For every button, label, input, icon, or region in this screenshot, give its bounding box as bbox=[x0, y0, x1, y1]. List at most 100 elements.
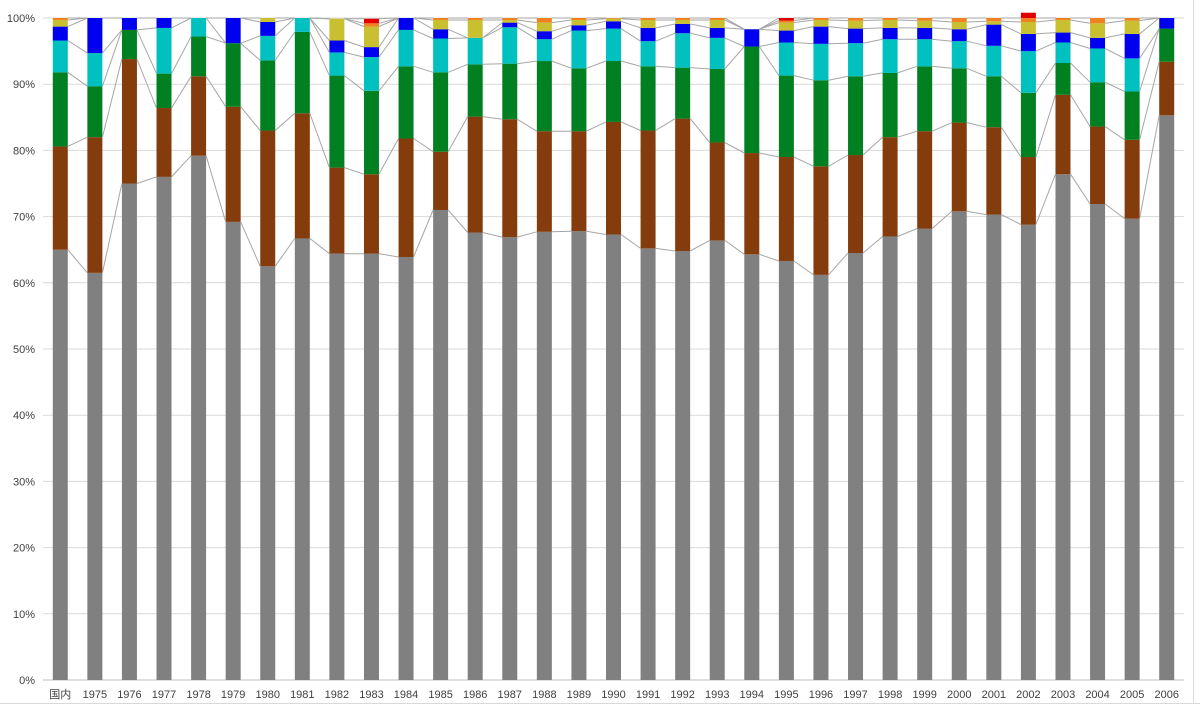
bar-segment-s4-1977 bbox=[157, 18, 172, 28]
bar-segment-s0-1985 bbox=[433, 210, 448, 680]
bar-segment-s0-1986 bbox=[468, 232, 483, 680]
bar-segment-s3- bbox=[53, 41, 68, 73]
bar-segment-s0-1998 bbox=[883, 236, 898, 680]
bar-stack-1982 bbox=[329, 19, 344, 680]
x-tick-label-1997: 1997 bbox=[843, 689, 867, 701]
y-tick-label: 30% bbox=[13, 476, 35, 488]
y-tick-label: 50% bbox=[13, 344, 35, 356]
bar-segment-s2-1996 bbox=[813, 80, 828, 166]
bar-segment-s6-1996 bbox=[813, 18, 828, 20]
bar-segment-s4-1982 bbox=[329, 41, 344, 53]
bar-segment-s6-1986 bbox=[468, 18, 483, 20]
bar-segment-s3-2001 bbox=[986, 46, 1001, 76]
bar-segment-s6-1999 bbox=[917, 18, 932, 21]
bar-segment-s6-1985 bbox=[433, 18, 448, 20]
bar-segment-s4-1984 bbox=[399, 18, 414, 30]
bar-stack-1975 bbox=[87, 18, 102, 680]
bar-segment-s5-1999 bbox=[917, 21, 932, 28]
bar-segment-s3-2000 bbox=[952, 41, 967, 68]
bar-stack-2003 bbox=[1055, 18, 1070, 680]
bar-stack-1995 bbox=[779, 18, 794, 680]
bar-segment-s1-1977 bbox=[157, 108, 172, 177]
bar-stack-1989 bbox=[571, 18, 586, 680]
bar-stack-2005 bbox=[1125, 18, 1140, 680]
x-tick-label-2006: 2006 bbox=[1154, 689, 1178, 701]
bar-segment-s2-1977 bbox=[157, 74, 172, 108]
bar-stack-1985 bbox=[433, 18, 448, 680]
bar-segment-s5-2002 bbox=[1021, 22, 1036, 34]
x-tick-label-1975: 1975 bbox=[83, 689, 107, 701]
bar-stack-1999 bbox=[917, 18, 932, 680]
bar-segment-s0-1990 bbox=[606, 234, 621, 680]
bar-segment-s0-2003 bbox=[1055, 174, 1070, 680]
bar-segment-s2-2002 bbox=[1021, 93, 1036, 157]
bar-segment-s5-2001 bbox=[986, 21, 1001, 24]
window-frame-right bbox=[1193, 0, 1200, 710]
x-tick-label-2002: 2002 bbox=[1016, 689, 1040, 701]
bar-segment-s4-1998 bbox=[883, 28, 898, 39]
bar-segment-s4-1996 bbox=[813, 27, 828, 44]
bar-segment-s4-1990 bbox=[606, 21, 621, 28]
bar-segment-s1-1975 bbox=[87, 137, 102, 273]
bar-segment-s2-1980 bbox=[260, 60, 275, 130]
bar-segment-s3-1993 bbox=[710, 38, 725, 69]
bar-segment-s3-1997 bbox=[848, 43, 863, 76]
bar-segment-s3-2004 bbox=[1090, 48, 1105, 82]
bar-segment-s2-1989 bbox=[571, 68, 586, 131]
bar-stack-2001 bbox=[986, 18, 1001, 680]
y-tick-label: 90% bbox=[13, 79, 35, 91]
bar-segment-s1-1984 bbox=[399, 138, 414, 256]
bar-segment-s5-1980 bbox=[260, 18, 275, 22]
bar-stack-1997 bbox=[848, 18, 863, 680]
bar-segment-s0-1976 bbox=[122, 184, 137, 681]
bar-segment-s0-2006 bbox=[1159, 115, 1174, 680]
bar-segment-s1-1992 bbox=[675, 119, 690, 251]
bar-segment-s2-2005 bbox=[1125, 91, 1140, 139]
bar-segment-s5-2000 bbox=[952, 22, 967, 29]
bar-segment-s2-1997 bbox=[848, 76, 863, 155]
bar-segment-s2-2006 bbox=[1159, 29, 1174, 62]
bar-segment-s5-2005 bbox=[1125, 21, 1140, 34]
bar-segment-s4-1991 bbox=[641, 28, 656, 41]
bar-segment-s7-1995 bbox=[779, 18, 794, 21]
x-tick-label-1998: 1998 bbox=[878, 689, 902, 701]
bar-segment-s0-1987 bbox=[502, 237, 517, 680]
bar-segment-s1-2000 bbox=[952, 123, 967, 212]
bar-segment-s3-1999 bbox=[917, 39, 932, 66]
window-frame-bottom bbox=[0, 703, 1200, 710]
bar-stack-1979 bbox=[226, 18, 241, 680]
bar-segment-s0-1994 bbox=[744, 254, 759, 680]
bar-segment-s0-1983 bbox=[364, 254, 379, 680]
bar-stack- bbox=[53, 18, 68, 680]
bar-segment-s2-1976 bbox=[122, 30, 137, 59]
bar-segment-s3-1983 bbox=[364, 57, 379, 91]
bar-segment-s0-1996 bbox=[813, 275, 828, 680]
bar-segment-s4-1999 bbox=[917, 28, 932, 39]
bar-segment-s4-2002 bbox=[1021, 34, 1036, 51]
bar-segment-s2-1983 bbox=[364, 91, 379, 174]
x-tick-label-1978: 1978 bbox=[186, 689, 210, 701]
bar-segment-s2-1998 bbox=[883, 73, 898, 137]
bar-segment-s1-1981 bbox=[295, 113, 310, 238]
bar-segment-s0-1993 bbox=[710, 240, 725, 680]
bar-segment-s0-1982 bbox=[329, 254, 344, 680]
bar-segment-s5-1986 bbox=[468, 20, 483, 38]
bar-segment-s3-1991 bbox=[641, 41, 656, 66]
x-tick-label-2004: 2004 bbox=[1085, 689, 1109, 701]
bar-segment-s4-1976 bbox=[122, 18, 137, 30]
y-tick-label: 40% bbox=[13, 410, 35, 422]
bar-stack-2002 bbox=[1021, 13, 1036, 680]
bar-stack-1977 bbox=[157, 18, 172, 680]
x-tick-label-: 国内 bbox=[49, 687, 71, 701]
bar-segment-s4-1989 bbox=[571, 25, 586, 30]
x-tick-label-1979: 1979 bbox=[221, 689, 245, 701]
bar-segment-s0-2000 bbox=[952, 211, 967, 680]
bar-segment-s3-1988 bbox=[537, 39, 552, 61]
bar-segment-s5-2004 bbox=[1090, 23, 1105, 38]
bar-stack-1978 bbox=[191, 18, 206, 680]
bar-segment-s6-1992 bbox=[675, 18, 690, 20]
bar-segment-s6- bbox=[53, 18, 68, 20]
bar-segment-s3-1990 bbox=[606, 29, 621, 61]
bar-segment-s2-1990 bbox=[606, 61, 621, 122]
bar-segment-s2-1999 bbox=[917, 66, 932, 131]
